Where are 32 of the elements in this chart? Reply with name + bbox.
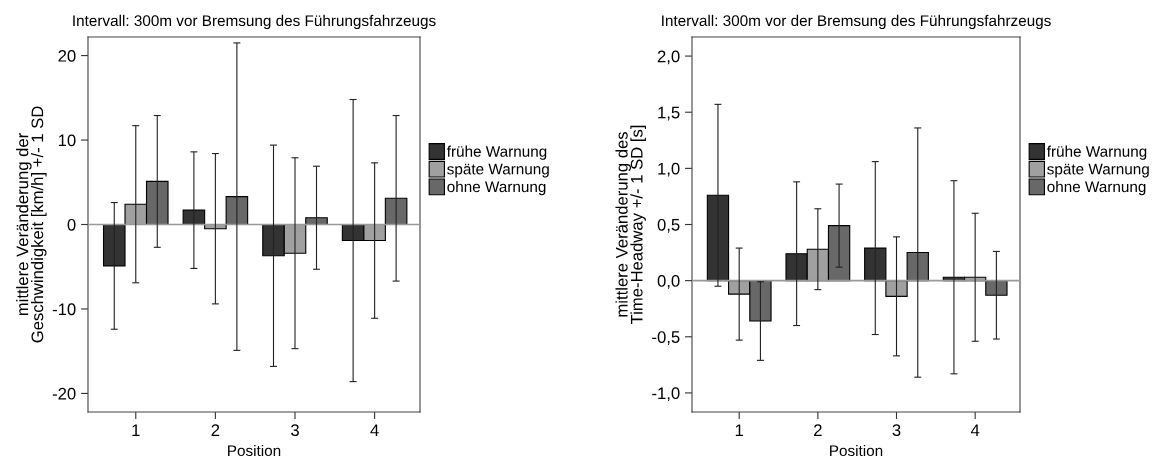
- x-tick-label: 1: [132, 424, 140, 436]
- y-axis-title: mittlere Veränderung des Time-Headway +/- 1 SD [s]: [615, 125, 646, 325]
- y-tick-label: -10: [52, 303, 76, 316]
- y-tick-label: 0,5: [657, 218, 680, 233]
- legend-label: ohne Warnung: [1047, 180, 1146, 196]
- x-tick-label: 2: [211, 424, 220, 436]
- x-tick-label: 1: [735, 424, 744, 436]
- legend-label: frühe Warnung: [446, 145, 547, 160]
- y-axis-title: mittlere Veränderung der Geschwindigkeit [km/h] +/- 1 SD: [16, 106, 47, 343]
- y-tick-label: 2,0: [657, 50, 680, 65]
- y-tick-label: 1,0: [658, 162, 680, 177]
- y-tick-label: 1,5: [658, 106, 680, 121]
- chart-title: Intervall: 300m vor Bremsung des Führungsfahrzeugs: [73, 14, 436, 30]
- y-tick-label: 20: [58, 49, 76, 62]
- y-tick-label: -20: [52, 387, 76, 400]
- x-tick-label: 3: [291, 424, 299, 437]
- x-tick-label: 4: [970, 424, 980, 436]
- y-tick-label: -1,0: [652, 387, 680, 402]
- x-axis-title: Position: [830, 444, 883, 457]
- y-tick-label: 0,0: [657, 275, 680, 289]
- x-axis-title: Position: [228, 444, 281, 457]
- chart-title: Intervall: 300m vor der Bremsung des Führungsfahrzeugs: [662, 14, 1051, 30]
- legend-label: späte Warnung: [1047, 163, 1149, 178]
- x-tick-label: 2: [814, 424, 822, 436]
- y-tick-label: -0,5: [652, 331, 680, 345]
- y-tick-label: 10: [58, 134, 76, 147]
- legend-label: späte Warnung: [447, 163, 549, 178]
- legend-label: ohne Warnung: [447, 180, 546, 196]
- legend-label: frühe Warnung: [1046, 145, 1147, 160]
- y-tick-label: 0: [67, 218, 76, 231]
- x-tick-label: 4: [370, 424, 379, 436]
- x-tick-label: 3: [892, 424, 901, 437]
